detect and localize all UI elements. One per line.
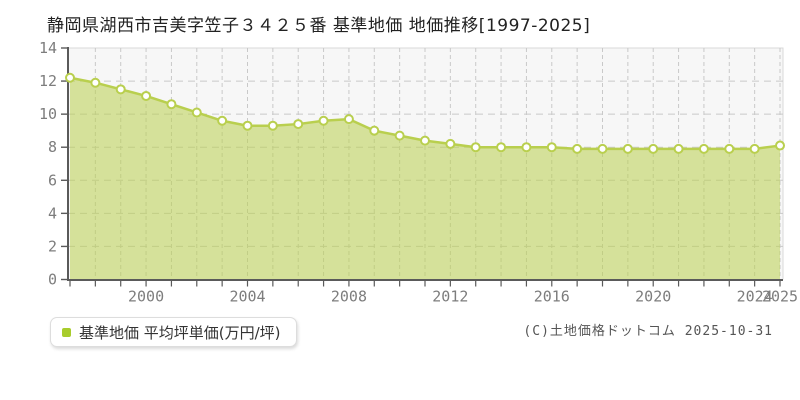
data-point-2007[interactable] bbox=[318, 115, 329, 126]
data-point-2025[interactable] bbox=[775, 140, 785, 151]
x-tick-label-2008: 2008 bbox=[331, 288, 367, 306]
data-point-2003[interactable] bbox=[217, 115, 228, 126]
y-tick-label-14: 14 bbox=[39, 39, 57, 57]
data-point-2005[interactable] bbox=[267, 120, 278, 131]
x-tick-label-2020: 2020 bbox=[635, 288, 671, 306]
data-point-2024[interactable] bbox=[749, 143, 760, 154]
x-tick-label-2024: 2024 bbox=[737, 288, 773, 306]
data-point-2022[interactable] bbox=[698, 143, 709, 154]
x-tick-label-2025: 2025 bbox=[762, 288, 798, 306]
data-point-2017[interactable] bbox=[572, 143, 583, 154]
data-point-2016[interactable] bbox=[546, 142, 557, 153]
plot-border bbox=[68, 47, 784, 280]
data-point-2008[interactable] bbox=[343, 114, 354, 125]
y-tick-label-12: 12 bbox=[39, 72, 57, 90]
data-point-2009[interactable] bbox=[369, 125, 380, 136]
data-point-1999[interactable] bbox=[115, 84, 126, 95]
data-point-2002[interactable] bbox=[191, 107, 202, 118]
y-tick-label-8: 8 bbox=[48, 138, 57, 156]
legend-label: 基準地価 平均坪単価(万円/坪) bbox=[79, 323, 281, 342]
y-tick-label-10: 10 bbox=[39, 105, 57, 123]
data-point-2000[interactable] bbox=[141, 90, 152, 101]
copyright-text: (C)土地価格ドットコム 2025-10-31 bbox=[523, 324, 773, 339]
x-tick-label-2016: 2016 bbox=[534, 288, 570, 306]
x-tick-label-2004: 2004 bbox=[229, 288, 265, 306]
data-point-1997[interactable] bbox=[65, 72, 75, 83]
chart-title: 静岡県湖西市吉美字笠子３４２５番 基準地価 地価推移[1997-2025] bbox=[47, 16, 591, 36]
y-tick-label-6: 6 bbox=[48, 171, 57, 189]
y-tick-label-4: 4 bbox=[48, 204, 57, 222]
x-tick-label-2012: 2012 bbox=[432, 288, 468, 306]
data-point-2011[interactable] bbox=[420, 135, 430, 146]
data-point-2006[interactable] bbox=[293, 119, 304, 130]
x-ticks bbox=[69, 281, 781, 287]
data-point-2001[interactable] bbox=[166, 99, 177, 110]
x-tick-label-2000: 2000 bbox=[128, 288, 164, 306]
data-point-2018[interactable] bbox=[597, 143, 608, 154]
y-tick-labels: 0 2 4 6 8 10 12 14 bbox=[39, 39, 68, 289]
data-point-2020[interactable] bbox=[648, 143, 659, 154]
data-point-2004[interactable] bbox=[242, 120, 253, 131]
data-point-2019[interactable] bbox=[622, 143, 633, 154]
y-tick-label-0: 0 bbox=[48, 271, 57, 289]
data-point-1998[interactable] bbox=[90, 77, 101, 88]
legend: 基準地価 平均坪単価(万円/坪) bbox=[50, 317, 297, 347]
data-point-2021[interactable] bbox=[673, 143, 684, 154]
y-tick-label-2: 2 bbox=[48, 237, 57, 255]
data-point-2012[interactable] bbox=[445, 138, 456, 149]
data-point-2014[interactable] bbox=[496, 142, 507, 153]
data-points[interactable] bbox=[65, 72, 785, 154]
data-point-2015[interactable] bbox=[521, 142, 532, 153]
data-point-2013[interactable] bbox=[470, 142, 481, 153]
data-point-2010[interactable] bbox=[394, 130, 405, 141]
legend-series-marker-icon bbox=[62, 327, 71, 337]
data-point-2023[interactable] bbox=[724, 143, 735, 154]
